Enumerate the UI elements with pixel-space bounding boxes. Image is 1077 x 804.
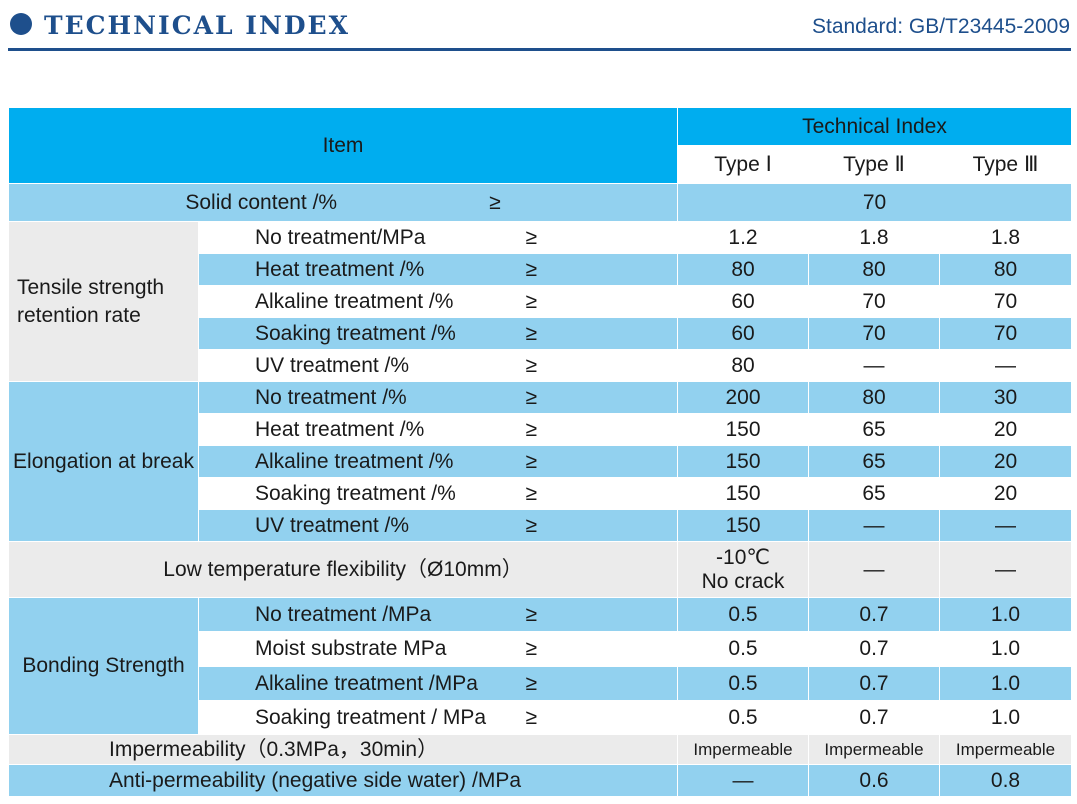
type-3-header: Type Ⅲ <box>939 145 1072 184</box>
bullet-icon <box>10 13 32 35</box>
table-row: Low temperature flexibility（Ø10mm） -10℃ … <box>8 541 1072 598</box>
page-header: TECHNICAL INDEX Standard: GB/T23445-2009 <box>0 0 1077 52</box>
standard-label: Standard: GB/T23445-2009 <box>811 15 1070 38</box>
type-1-header: Type Ⅰ <box>677 145 809 184</box>
technical-index-table: Item Technical Index Type Ⅰ Type Ⅱ Type … <box>8 107 1072 797</box>
table-row: Bonding Strength No treatment /MPa ≥ 0.5 … <box>8 597 1072 735</box>
table-row: UV treatment /% ≥ 80 — — <box>9 349 1072 382</box>
table-row: Impermeability（0.3MPa，30min） Impermeable… <box>8 734 1072 765</box>
tensile-group-label: Tensile strength retention rate <box>8 221 199 382</box>
table-row: Elongation at break No treatment /% ≥ 200… <box>8 381 1072 542</box>
table-row: Alkaline treatment /% ≥ 150 65 20 <box>9 445 1072 478</box>
table-row: Heat treatment /% ≥ 80 80 80 <box>9 253 1072 286</box>
table-row: Heat treatment /% ≥ 150 65 20 <box>9 413 1072 446</box>
type-2-header: Type Ⅱ <box>808 145 940 184</box>
bonding-group-label: Bonding Strength <box>8 597 199 735</box>
item-header: Item <box>8 107 678 184</box>
table-row: Moist substrate MPa ≥ 0.5 0.7 1.0 <box>9 631 1072 667</box>
table-row: Soaking treatment / MPa ≥ 0.5 0.7 1.0 <box>9 700 1072 735</box>
header-rule <box>8 48 1071 51</box>
table-row: Soaking treatment /% ≥ 150 65 20 <box>9 477 1072 510</box>
table-row: Alkaline treatment /% ≥ 60 70 70 <box>9 285 1072 318</box>
solid-content-value: 70 <box>677 183 1072 222</box>
impermeability-label: Impermeability（0.3MPa，30min） <box>8 734 678 765</box>
elongation-group-label: Elongation at break <box>8 381 199 542</box>
technical-index-header: Technical Index <box>677 107 1072 146</box>
table-row: Anti-permeability (negative side water) … <box>8 764 1072 797</box>
table-row: Solid content /% ≥ 70 <box>8 183 1072 222</box>
table-row: UV treatment /% ≥ 150 — — <box>9 509 1072 542</box>
low-temp-type-1: -10℃ No crack <box>677 541 809 598</box>
table-row: Alkaline treatment /MPa ≥ 0.5 0.7 1.0 <box>9 666 1072 701</box>
solid-content-label: Solid content /% ≥ <box>8 183 678 222</box>
anti-permeability-label: Anti-permeability (negative side water) … <box>8 764 678 797</box>
table-row: Tensile strength retention rate No treat… <box>8 221 1072 382</box>
low-temp-label: Low temperature flexibility（Ø10mm） <box>8 541 678 598</box>
page-title: TECHNICAL INDEX <box>44 11 350 40</box>
